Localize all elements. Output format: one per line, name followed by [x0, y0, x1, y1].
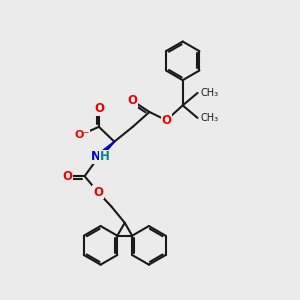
Text: O: O: [161, 114, 171, 127]
Text: CH₃: CH₃: [200, 113, 219, 123]
Text: O: O: [94, 103, 104, 116]
Text: O: O: [93, 186, 103, 199]
Text: N: N: [91, 150, 101, 163]
Text: O⁻: O⁻: [74, 130, 89, 140]
Text: O: O: [62, 170, 72, 183]
Text: CH₃: CH₃: [200, 88, 219, 98]
Text: O: O: [128, 94, 138, 107]
Polygon shape: [99, 142, 114, 157]
Text: H: H: [100, 150, 110, 163]
